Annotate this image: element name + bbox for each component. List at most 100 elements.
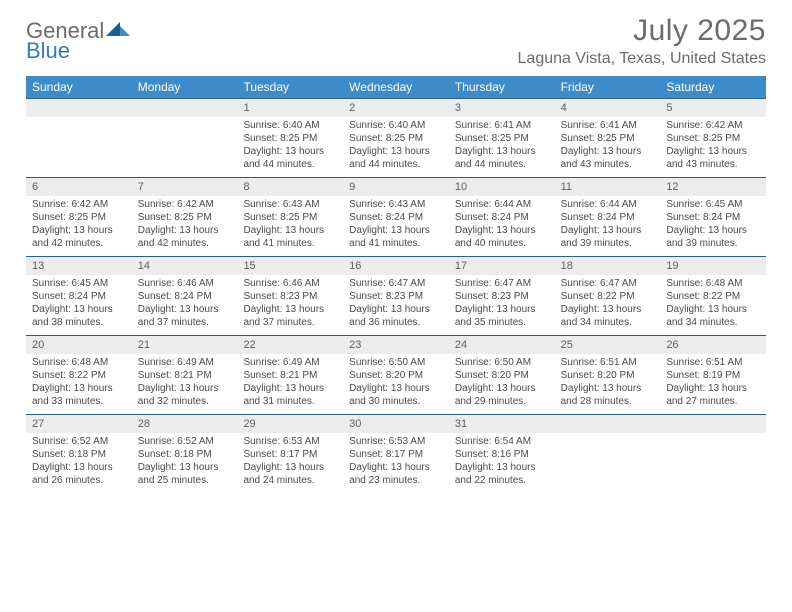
day-details: Sunrise: 6:42 AMSunset: 8:25 PMDaylight:…	[660, 117, 766, 177]
daylight-text: Daylight: 13 hours and 44 minutes.	[455, 145, 549, 171]
sunset-text: Sunset: 8:20 PM	[349, 369, 443, 382]
daylight-text: Daylight: 13 hours and 32 minutes.	[138, 382, 232, 408]
sunrise-text: Sunrise: 6:50 AM	[349, 356, 443, 369]
day-number: 2	[343, 99, 449, 117]
daylight-text: Daylight: 13 hours and 35 minutes.	[455, 303, 549, 329]
day-details-row: Sunrise: 6:42 AMSunset: 8:25 PMDaylight:…	[26, 196, 766, 256]
daylight-text: Daylight: 13 hours and 25 minutes.	[138, 461, 232, 487]
daylight-text: Daylight: 13 hours and 44 minutes.	[243, 145, 337, 171]
day-details: Sunrise: 6:47 AMSunset: 8:23 PMDaylight:…	[449, 275, 555, 335]
day-details: Sunrise: 6:47 AMSunset: 8:23 PMDaylight:…	[343, 275, 449, 335]
sunrise-text: Sunrise: 6:44 AM	[455, 198, 549, 211]
sunrise-text: Sunrise: 6:41 AM	[561, 119, 655, 132]
daylight-text: Daylight: 13 hours and 43 minutes.	[561, 145, 655, 171]
sunset-text: Sunset: 8:25 PM	[666, 132, 760, 145]
sunset-text: Sunset: 8:25 PM	[138, 211, 232, 224]
daylight-text: Daylight: 13 hours and 43 minutes.	[666, 145, 760, 171]
day-details: Sunrise: 6:45 AMSunset: 8:24 PMDaylight:…	[660, 196, 766, 256]
page-header: General Blue July 2025 Laguna Vista, Tex…	[26, 14, 766, 68]
day-details: Sunrise: 6:48 AMSunset: 8:22 PMDaylight:…	[660, 275, 766, 335]
daylight-text: Daylight: 13 hours and 23 minutes.	[349, 461, 443, 487]
day-number: 17	[449, 257, 555, 275]
daylight-text: Daylight: 13 hours and 28 minutes.	[561, 382, 655, 408]
sunrise-text: Sunrise: 6:48 AM	[666, 277, 760, 290]
daylight-text: Daylight: 13 hours and 37 minutes.	[138, 303, 232, 329]
calendar: Sunday Monday Tuesday Wednesday Thursday…	[26, 76, 766, 493]
day-number-row: 13141516171819	[26, 256, 766, 275]
daylight-text: Daylight: 13 hours and 41 minutes.	[243, 224, 337, 250]
location-subtitle: Laguna Vista, Texas, United States	[518, 50, 766, 68]
day-details: Sunrise: 6:43 AMSunset: 8:25 PMDaylight:…	[237, 196, 343, 256]
sunset-text: Sunset: 8:24 PM	[138, 290, 232, 303]
day-number: 15	[237, 257, 343, 275]
sunrise-text: Sunrise: 6:40 AM	[243, 119, 337, 132]
day-number: 4	[555, 99, 661, 117]
day-number	[132, 99, 238, 117]
day-details: Sunrise: 6:54 AMSunset: 8:16 PMDaylight:…	[449, 433, 555, 493]
calendar-week: 12345Sunrise: 6:40 AMSunset: 8:25 PMDayl…	[26, 98, 766, 177]
sunset-text: Sunset: 8:24 PM	[349, 211, 443, 224]
sunset-text: Sunset: 8:25 PM	[561, 132, 655, 145]
weekday-header: Monday	[132, 76, 238, 98]
daylight-text: Daylight: 13 hours and 29 minutes.	[455, 382, 549, 408]
day-number: 10	[449, 178, 555, 196]
day-number: 27	[26, 415, 132, 433]
daylight-text: Daylight: 13 hours and 44 minutes.	[349, 145, 443, 171]
daylight-text: Daylight: 13 hours and 22 minutes.	[455, 461, 549, 487]
day-number: 7	[132, 178, 238, 196]
sunrise-text: Sunrise: 6:52 AM	[32, 435, 126, 448]
day-number: 18	[555, 257, 661, 275]
daylight-text: Daylight: 13 hours and 39 minutes.	[666, 224, 760, 250]
sunrise-text: Sunrise: 6:48 AM	[32, 356, 126, 369]
day-number	[660, 415, 766, 433]
day-details: Sunrise: 6:52 AMSunset: 8:18 PMDaylight:…	[26, 433, 132, 493]
sunset-text: Sunset: 8:23 PM	[455, 290, 549, 303]
sunset-text: Sunset: 8:20 PM	[561, 369, 655, 382]
sunrise-text: Sunrise: 6:47 AM	[349, 277, 443, 290]
day-number: 25	[555, 336, 661, 354]
day-number: 13	[26, 257, 132, 275]
daylight-text: Daylight: 13 hours and 24 minutes.	[243, 461, 337, 487]
day-number: 21	[132, 336, 238, 354]
sunset-text: Sunset: 8:25 PM	[243, 211, 337, 224]
day-details: Sunrise: 6:53 AMSunset: 8:17 PMDaylight:…	[343, 433, 449, 493]
sunset-text: Sunset: 8:25 PM	[349, 132, 443, 145]
sunrise-text: Sunrise: 6:42 AM	[138, 198, 232, 211]
day-number: 22	[237, 336, 343, 354]
day-number: 11	[555, 178, 661, 196]
daylight-text: Daylight: 13 hours and 34 minutes.	[561, 303, 655, 329]
sunrise-text: Sunrise: 6:43 AM	[243, 198, 337, 211]
calendar-week: 2728293031Sunrise: 6:52 AMSunset: 8:18 P…	[26, 414, 766, 493]
sunset-text: Sunset: 8:18 PM	[138, 448, 232, 461]
day-number-row: 6789101112	[26, 177, 766, 196]
sunrise-text: Sunrise: 6:40 AM	[349, 119, 443, 132]
weekday-header: Friday	[555, 76, 661, 98]
weekday-header: Saturday	[660, 76, 766, 98]
day-number: 9	[343, 178, 449, 196]
sunset-text: Sunset: 8:23 PM	[349, 290, 443, 303]
sunrise-text: Sunrise: 6:47 AM	[561, 277, 655, 290]
day-details	[132, 117, 238, 177]
sunrise-text: Sunrise: 6:51 AM	[666, 356, 760, 369]
sunset-text: Sunset: 8:24 PM	[32, 290, 126, 303]
daylight-text: Daylight: 13 hours and 39 minutes.	[561, 224, 655, 250]
sunrise-text: Sunrise: 6:53 AM	[349, 435, 443, 448]
day-number: 31	[449, 415, 555, 433]
weekday-header: Wednesday	[343, 76, 449, 98]
day-details	[26, 117, 132, 177]
day-details: Sunrise: 6:46 AMSunset: 8:24 PMDaylight:…	[132, 275, 238, 335]
sunrise-text: Sunrise: 6:44 AM	[561, 198, 655, 211]
sunrise-text: Sunrise: 6:50 AM	[455, 356, 549, 369]
day-number: 26	[660, 336, 766, 354]
daylight-text: Daylight: 13 hours and 33 minutes.	[32, 382, 126, 408]
daylight-text: Daylight: 13 hours and 38 minutes.	[32, 303, 126, 329]
day-number-row: 12345	[26, 98, 766, 117]
sunset-text: Sunset: 8:21 PM	[243, 369, 337, 382]
day-details: Sunrise: 6:42 AMSunset: 8:25 PMDaylight:…	[132, 196, 238, 256]
day-details-row: Sunrise: 6:45 AMSunset: 8:24 PMDaylight:…	[26, 275, 766, 335]
day-details: Sunrise: 6:43 AMSunset: 8:24 PMDaylight:…	[343, 196, 449, 256]
day-details: Sunrise: 6:40 AMSunset: 8:25 PMDaylight:…	[343, 117, 449, 177]
daylight-text: Daylight: 13 hours and 36 minutes.	[349, 303, 443, 329]
sunset-text: Sunset: 8:25 PM	[455, 132, 549, 145]
daylight-text: Daylight: 13 hours and 34 minutes.	[666, 303, 760, 329]
